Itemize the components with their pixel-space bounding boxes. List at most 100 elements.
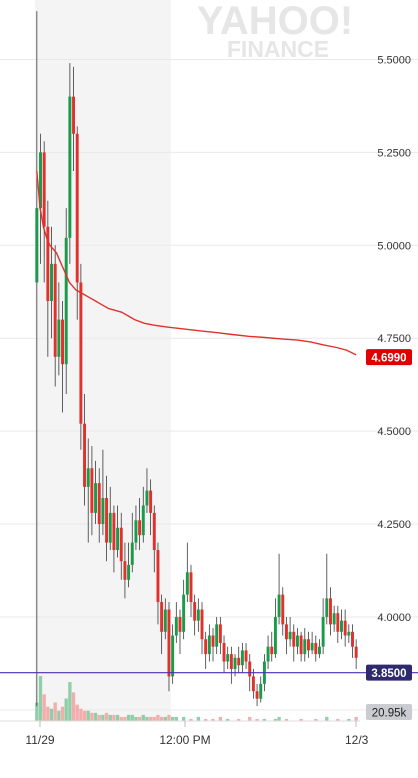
candle[interactable] xyxy=(292,624,296,662)
candle[interactable] xyxy=(317,639,321,658)
candle[interactable] xyxy=(215,616,219,655)
candle[interactable] xyxy=(321,598,325,655)
candle[interactable] xyxy=(116,505,120,558)
candle[interactable] xyxy=(273,598,277,658)
candle[interactable] xyxy=(259,676,263,703)
candle[interactable] xyxy=(35,11,39,707)
candle[interactable] xyxy=(119,512,123,580)
candle[interactable] xyxy=(244,642,248,669)
candle-body xyxy=(189,572,193,603)
candle[interactable] xyxy=(156,542,160,625)
volume-bar xyxy=(325,716,329,721)
candle[interactable] xyxy=(207,624,211,662)
candle[interactable] xyxy=(240,642,244,673)
candle[interactable] xyxy=(167,602,171,692)
candle[interactable] xyxy=(310,631,314,655)
candle[interactable] xyxy=(178,609,182,655)
volume-bar xyxy=(57,710,61,721)
candle[interactable] xyxy=(204,631,208,669)
candle[interactable] xyxy=(50,226,53,339)
candle[interactable] xyxy=(288,616,292,647)
candle[interactable] xyxy=(86,438,90,543)
candle[interactable] xyxy=(53,245,57,387)
candle[interactable] xyxy=(174,602,178,643)
candle[interactable] xyxy=(351,624,354,658)
candle[interactable] xyxy=(299,631,303,662)
candle[interactable] xyxy=(281,587,285,636)
candle[interactable] xyxy=(182,579,186,640)
volume-bar xyxy=(104,712,109,721)
candle[interactable] xyxy=(193,594,197,636)
candle[interactable] xyxy=(295,628,299,655)
candle-body xyxy=(226,654,230,662)
candle[interactable] xyxy=(39,133,42,264)
candle-body xyxy=(83,423,87,487)
candle[interactable] xyxy=(101,449,105,536)
candle[interactable] xyxy=(211,628,215,662)
candle[interactable] xyxy=(75,126,79,320)
candle[interactable] xyxy=(105,475,109,562)
candle[interactable] xyxy=(68,63,72,264)
candle[interactable] xyxy=(196,598,200,632)
candle[interactable] xyxy=(218,616,222,655)
candle[interactable] xyxy=(270,631,274,662)
candle[interactable] xyxy=(130,512,134,573)
candle[interactable] xyxy=(237,646,241,673)
volume-bar xyxy=(49,708,54,721)
candle[interactable] xyxy=(94,460,98,525)
candle[interactable] xyxy=(303,628,307,662)
candle-body xyxy=(354,646,358,658)
candle[interactable] xyxy=(354,639,358,669)
candle[interactable] xyxy=(306,631,310,658)
candle[interactable] xyxy=(329,587,332,636)
candle[interactable] xyxy=(284,616,288,655)
candle[interactable] xyxy=(138,498,142,551)
candle[interactable] xyxy=(149,479,153,536)
candle[interactable] xyxy=(340,609,343,640)
candle[interactable] xyxy=(200,602,204,655)
candle[interactable] xyxy=(332,605,336,632)
x-tick-label: 11/29 xyxy=(25,733,54,747)
candle[interactable] xyxy=(251,668,255,699)
candle[interactable] xyxy=(255,683,259,707)
volume-bar xyxy=(38,676,43,721)
candle[interactable] xyxy=(171,624,175,684)
candle[interactable] xyxy=(222,635,226,673)
candle[interactable] xyxy=(46,200,50,357)
volume-bar xyxy=(130,714,134,721)
y-tick-label: 4.7500 xyxy=(377,333,411,345)
candle[interactable] xyxy=(108,486,112,551)
candle[interactable] xyxy=(79,263,83,450)
candle[interactable] xyxy=(61,301,64,413)
candle[interactable] xyxy=(229,646,233,684)
candle[interactable] xyxy=(185,542,189,603)
candle[interactable] xyxy=(134,505,138,551)
candle[interactable] xyxy=(127,542,131,588)
candle[interactable] xyxy=(163,598,167,640)
candle[interactable] xyxy=(325,553,329,625)
candle[interactable] xyxy=(97,468,101,543)
candle[interactable] xyxy=(314,635,318,662)
candle[interactable] xyxy=(226,646,230,669)
candle[interactable] xyxy=(42,141,46,283)
candle[interactable] xyxy=(160,594,164,655)
candle[interactable] xyxy=(266,635,270,669)
candle[interactable] xyxy=(64,208,68,394)
candle[interactable] xyxy=(347,624,351,643)
candle[interactable] xyxy=(141,486,145,543)
candle[interactable] xyxy=(277,553,281,625)
candle[interactable] xyxy=(90,445,94,536)
candle[interactable] xyxy=(112,505,116,573)
candle[interactable] xyxy=(57,282,61,376)
candle[interactable] xyxy=(123,542,127,599)
candle[interactable] xyxy=(152,505,156,573)
candle[interactable] xyxy=(145,468,149,513)
candle[interactable] xyxy=(336,605,340,643)
volume-bar xyxy=(167,714,171,721)
candle[interactable] xyxy=(72,66,76,171)
candle[interactable] xyxy=(83,393,87,506)
candle[interactable] xyxy=(189,564,193,617)
candle-body xyxy=(64,237,68,365)
candle[interactable] xyxy=(343,609,347,647)
